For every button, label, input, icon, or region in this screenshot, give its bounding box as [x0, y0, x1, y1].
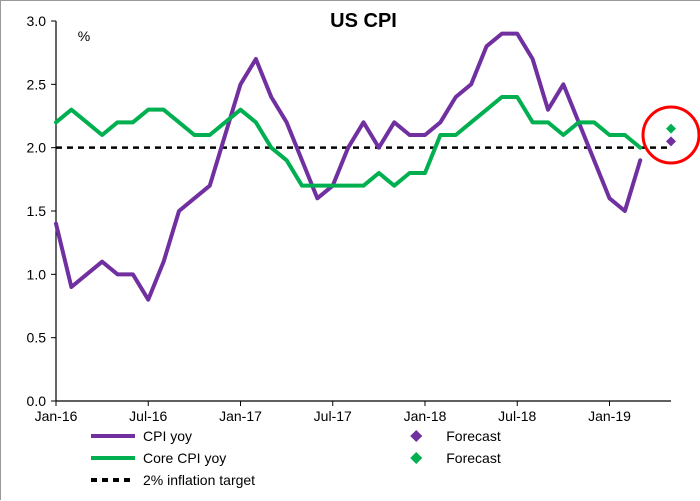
x-tick-label: Jul-17 — [314, 408, 352, 424]
y-tick-label: 2.0 — [27, 140, 47, 156]
chart-title: US CPI — [330, 10, 397, 32]
x-tick-label: Jan-18 — [404, 408, 447, 424]
chart-container: US CPI 0.0 0.5 1.0 1.5 2.0 2.5 3.0% Jan-16 Jul-16… — [0, 0, 700, 500]
x-tick-label: Jul-18 — [498, 408, 536, 424]
legend-label: Forecast — [446, 428, 501, 444]
x-tick-label: Jan-16 — [35, 408, 78, 424]
y-tick-label: 3.0 — [27, 13, 47, 29]
y-tick-label: 0.5 — [27, 330, 47, 346]
legend-label: Core CPI yoy — [143, 450, 226, 466]
x-tick-label: Jan-19 — [588, 408, 631, 424]
legend-label: Forecast — [446, 450, 501, 466]
legend-label: 2% inflation target — [143, 472, 255, 488]
legend-label: CPI yoy — [143, 428, 192, 444]
y-tick-label: 2.5 — [27, 76, 47, 92]
y-tick-label: 1.0 — [27, 266, 47, 282]
y-tick-label: 1.5 — [27, 203, 47, 219]
x-tick-label: Jan-17 — [219, 408, 262, 424]
y-tick-label: 0.0 — [27, 393, 47, 409]
y-unit-label: % — [78, 28, 90, 44]
us-cpi-chart: US CPI 0.0 0.5 1.0 1.5 2.0 2.5 3.0% Jan-16 Jul-16… — [1, 1, 700, 501]
x-tick-label: Jul-16 — [129, 408, 167, 424]
